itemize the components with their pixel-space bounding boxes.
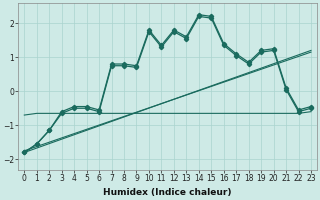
X-axis label: Humidex (Indice chaleur): Humidex (Indice chaleur) [103,188,232,197]
